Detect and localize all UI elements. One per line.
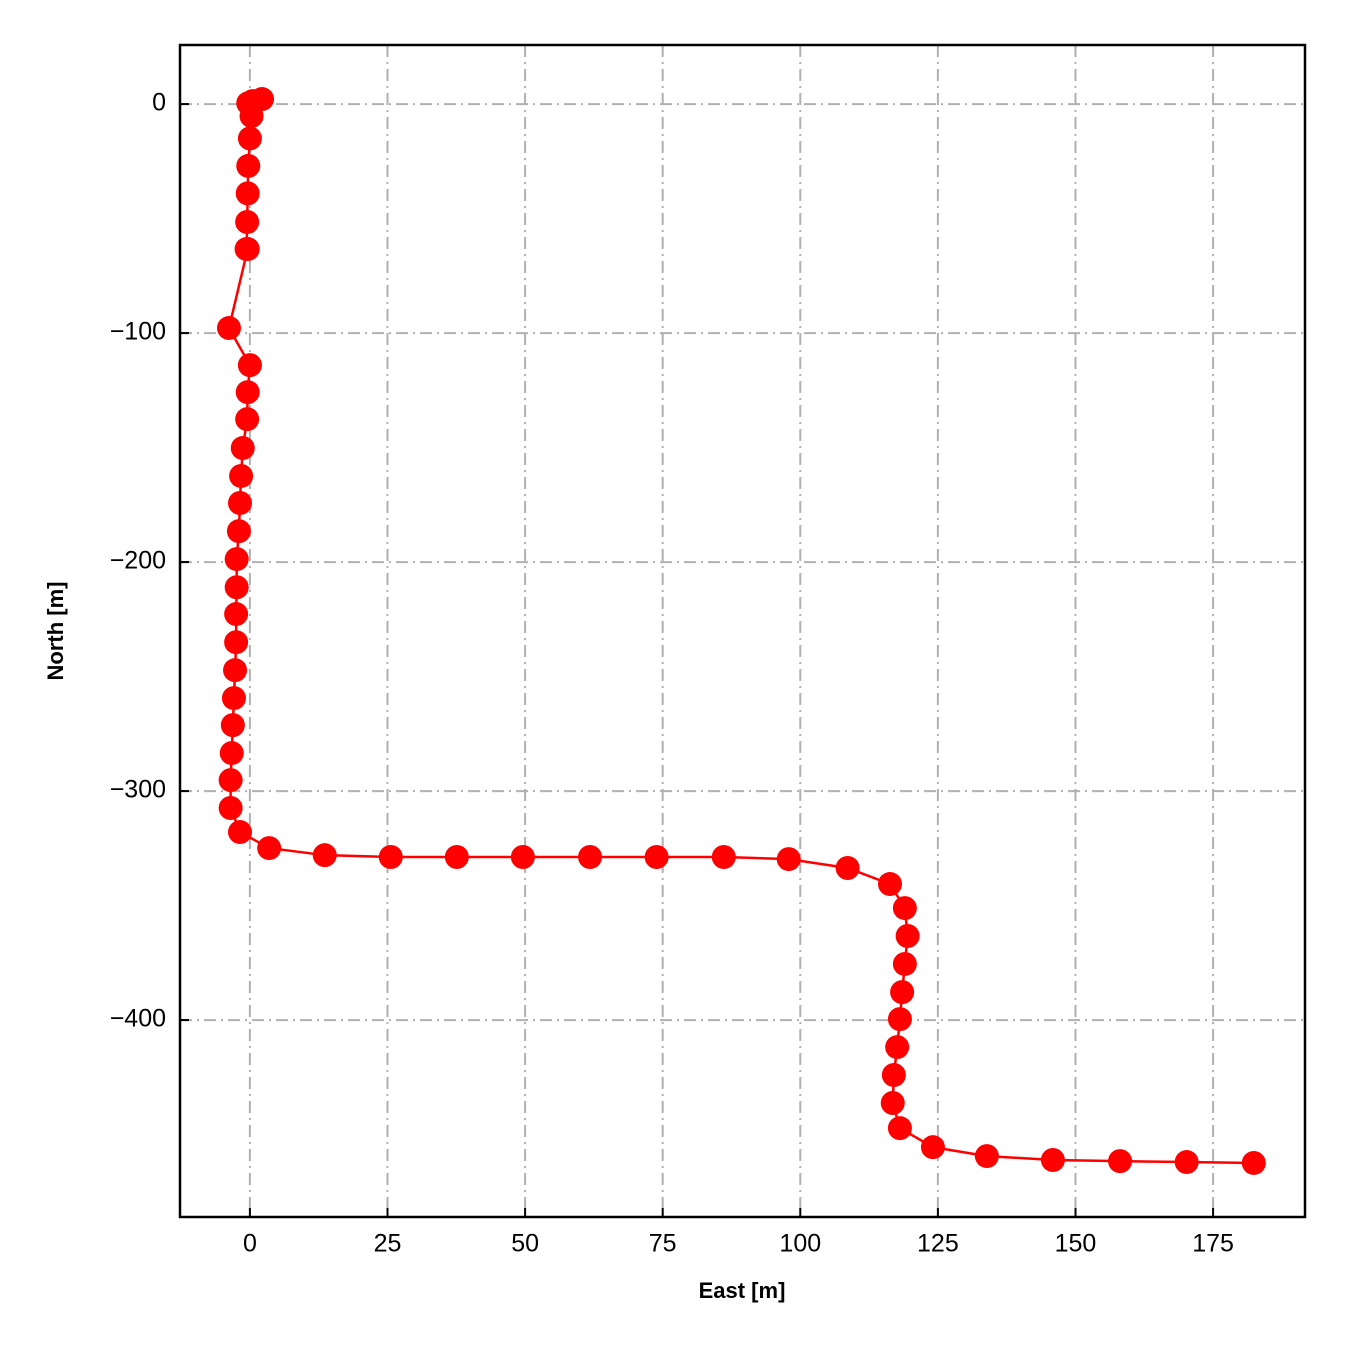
x-tick-label: 125 (917, 1230, 959, 1258)
data-point (920, 1135, 945, 1160)
data-point (880, 1090, 905, 1115)
data-point (224, 602, 249, 627)
data-point (835, 856, 860, 881)
data-point (226, 519, 251, 544)
data-point (229, 463, 254, 488)
y-tick-label: −300 (110, 776, 166, 804)
data-point (887, 1007, 912, 1032)
data-point (1040, 1147, 1065, 1172)
data-point (711, 845, 736, 870)
data-point (237, 126, 262, 151)
data-point (223, 658, 248, 683)
data-point (892, 951, 917, 976)
data-point (235, 210, 260, 235)
x-tick-label: 75 (649, 1230, 677, 1258)
data-point (257, 836, 282, 861)
data-point (974, 1144, 999, 1169)
data-point (224, 575, 249, 600)
data-point (895, 924, 920, 949)
data-point (230, 436, 255, 461)
data-point (235, 181, 260, 206)
data-point (239, 103, 264, 128)
data-point (1108, 1149, 1133, 1174)
x-tick-label: 175 (1192, 1230, 1234, 1258)
data-point (885, 1035, 910, 1060)
data-point (510, 845, 535, 870)
y-tick-label: −200 (110, 547, 166, 575)
y-tick-label: −100 (110, 318, 166, 346)
data-point (220, 713, 245, 738)
data-point (881, 1063, 906, 1088)
data-point (235, 237, 260, 262)
data-line (227, 97, 1254, 1165)
data-point (578, 845, 603, 870)
x-tick-label: 0 (243, 1230, 257, 1258)
data-point (237, 353, 262, 378)
data-point (644, 845, 669, 870)
data-point (224, 630, 249, 655)
x-tick-label: 50 (511, 1230, 539, 1258)
y-tick-label: −400 (110, 1005, 166, 1033)
y-tick-label: 0 (152, 89, 166, 117)
data-point (1174, 1150, 1199, 1175)
data-point (235, 407, 260, 432)
data-point (235, 380, 260, 405)
data-point (312, 843, 337, 868)
plot-frame (178, 43, 1307, 1219)
data-point (1241, 1150, 1266, 1175)
x-tick-label: 150 (1055, 1230, 1097, 1258)
data-point (776, 847, 801, 872)
x-tick-label: 100 (779, 1230, 821, 1258)
data-point (378, 845, 403, 870)
data-point (887, 1116, 912, 1141)
data-point (878, 872, 903, 897)
data-point (227, 820, 252, 845)
data-point (218, 768, 243, 793)
x-tick-label: 25 (374, 1230, 402, 1258)
y-axis-label: North [m] (43, 582, 68, 681)
x-axis-label: East [m] (699, 1278, 786, 1303)
data-point (227, 490, 252, 515)
data-point (218, 796, 243, 821)
data-point (892, 896, 917, 921)
data-point (221, 686, 246, 711)
data-point (224, 547, 249, 572)
data-point (236, 153, 261, 178)
data-point (444, 845, 469, 870)
data-point (219, 741, 244, 766)
data-point (890, 980, 915, 1005)
data-point (216, 316, 241, 341)
